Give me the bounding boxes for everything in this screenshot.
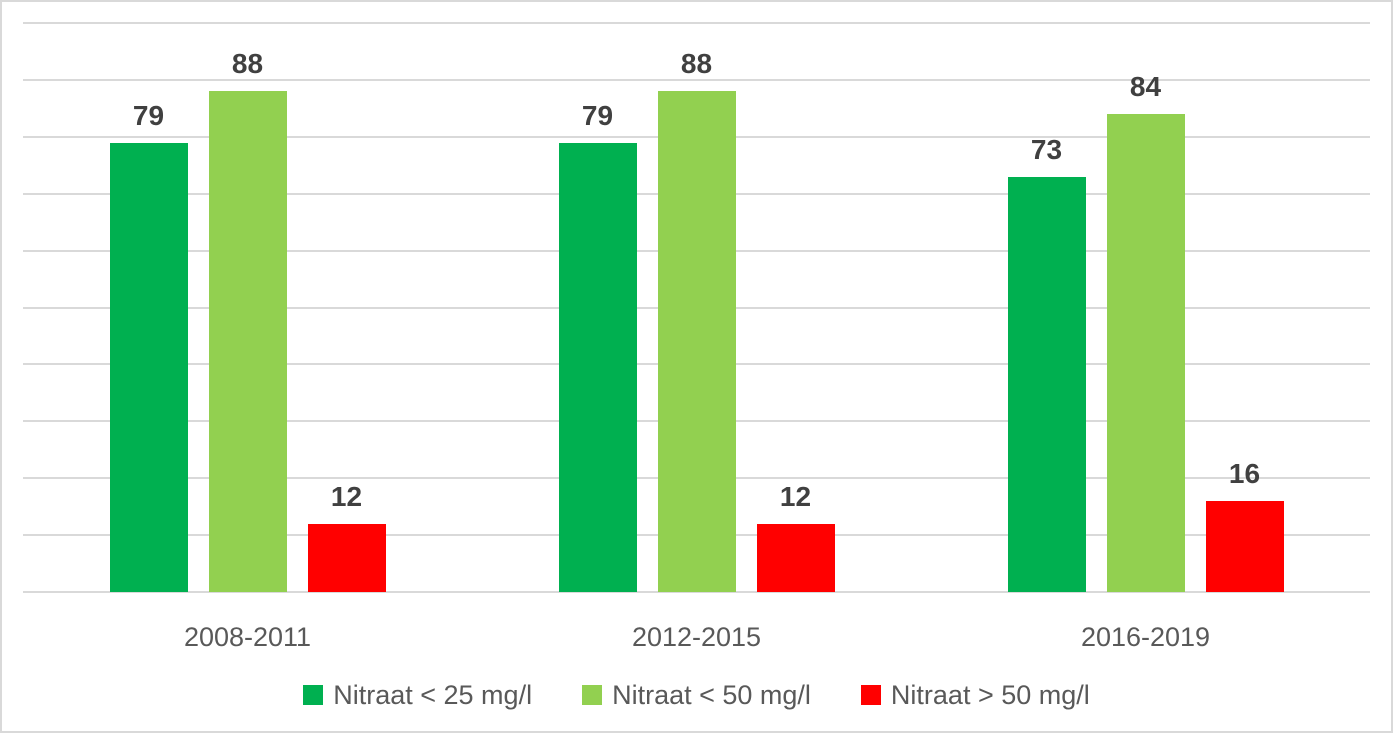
bar-value-label: 79 <box>132 99 165 131</box>
bar-2008-2011-series-3 <box>307 523 386 592</box>
legend-swatch-icon <box>582 685 603 705</box>
bar-value-label: 88 <box>680 48 713 80</box>
legend-item-3: Nitraat > 50 mg/l <box>860 679 1090 711</box>
legend-label: Nitraat < 25 mg/l <box>333 679 533 710</box>
x-axis-label-2012-2015: 2012-2015 <box>631 622 762 652</box>
legend-label: Nitraat > 50 mg/l <box>890 679 1090 710</box>
x-axis-label-2008-2011: 2008-2011 <box>183 622 312 652</box>
bar-2016-2019-series-2 <box>1106 114 1185 592</box>
bar-value-label: 79 <box>581 99 614 131</box>
bar-2008-2011-series-2 <box>208 91 287 592</box>
bar-2012-2015-series-3 <box>756 523 835 592</box>
x-axis-line <box>23 591 1370 593</box>
bar-2016-2019-series-3 <box>1205 500 1284 592</box>
bar-2016-2019-series-1 <box>1007 176 1086 592</box>
legend-swatch-icon <box>860 685 881 705</box>
gridline <box>23 78 1370 81</box>
bar-value-label: 12 <box>779 480 812 512</box>
bar-value-label: 16 <box>1228 457 1261 489</box>
legend-label: Nitraat < 50 mg/l <box>612 679 811 710</box>
bar-value-label: 84 <box>1129 71 1162 103</box>
bar-value-label: 88 <box>231 48 264 80</box>
bar-value-label: 12 <box>330 480 363 512</box>
legend-item-1: Nitraat < 25 mg/l <box>303 680 532 711</box>
legend-swatch-icon <box>303 685 324 705</box>
bar-2012-2015-series-2 <box>657 91 736 592</box>
gridline <box>23 22 1370 24</box>
bar-value-label: 73 <box>1030 133 1063 165</box>
x-axis-label-2016-2019: 2016-2019 <box>1080 622 1211 652</box>
legend-item-2: Nitraat < 50 mg/l <box>582 680 811 711</box>
plot-area: 79 88 12 79 88 12 73 84 16 <box>23 22 1370 593</box>
bar-2012-2015-series-1 <box>558 142 637 592</box>
legend: Nitraat < 25 mg/l Nitraat < 50 mg/l Nitraa… <box>2 678 1391 712</box>
bar-2008-2011-series-1 <box>109 142 188 592</box>
